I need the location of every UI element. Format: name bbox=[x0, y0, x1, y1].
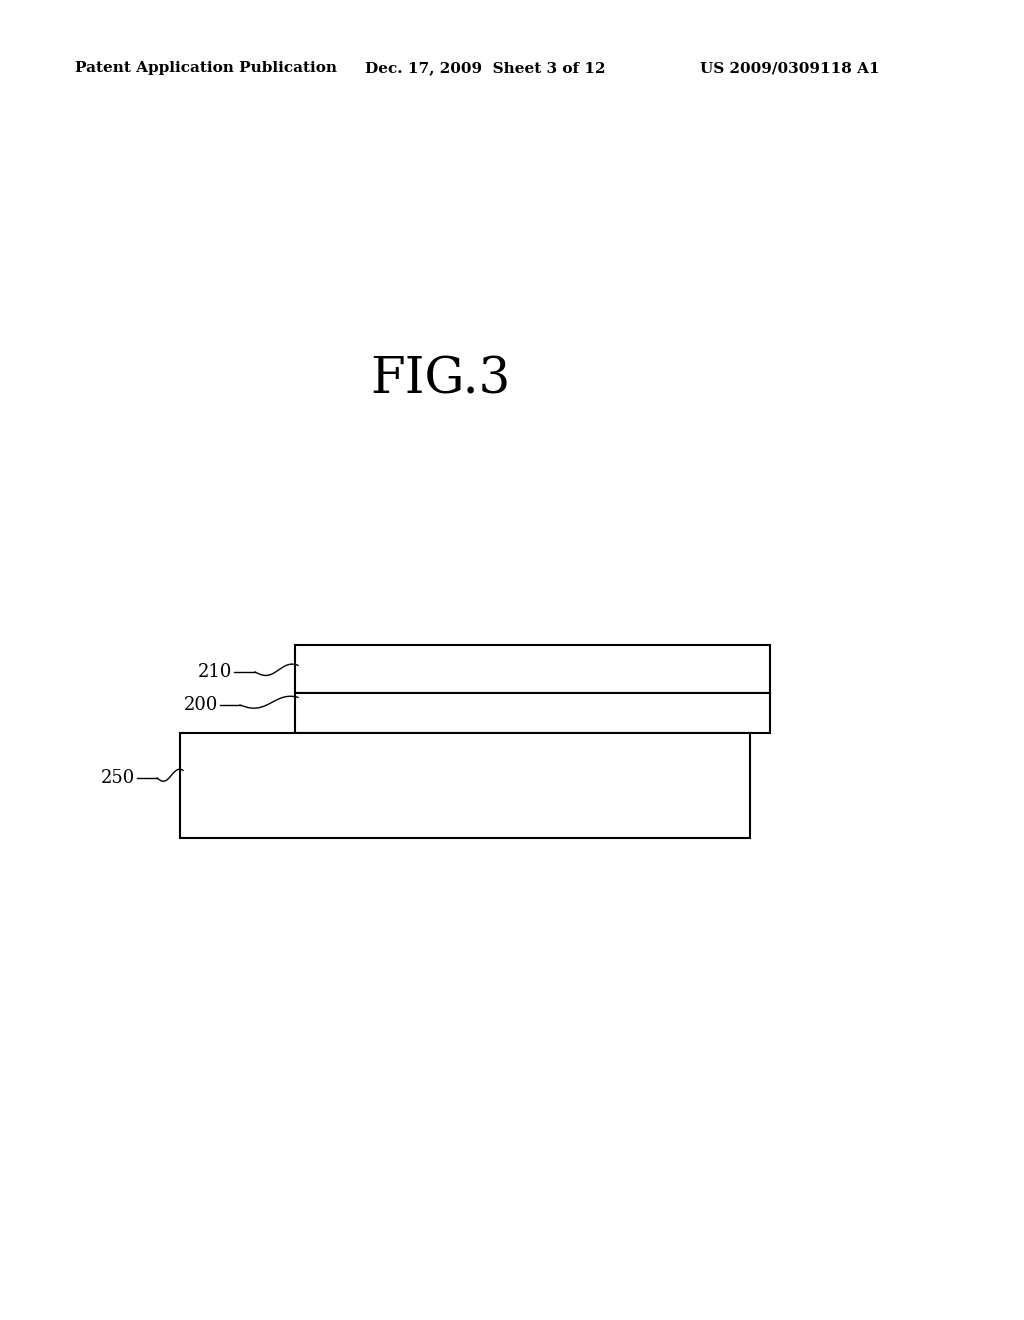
Text: 200: 200 bbox=[183, 696, 218, 714]
Bar bbox=[295, 645, 770, 693]
Bar bbox=[295, 693, 770, 733]
Text: FIG.3: FIG.3 bbox=[370, 355, 510, 405]
Bar bbox=[180, 733, 750, 838]
Text: Patent Application Publication: Patent Application Publication bbox=[75, 61, 337, 75]
Text: 210: 210 bbox=[198, 663, 232, 681]
Text: 250: 250 bbox=[100, 770, 135, 787]
Text: Dec. 17, 2009  Sheet 3 of 12: Dec. 17, 2009 Sheet 3 of 12 bbox=[365, 61, 605, 75]
Text: US 2009/0309118 A1: US 2009/0309118 A1 bbox=[700, 61, 880, 75]
